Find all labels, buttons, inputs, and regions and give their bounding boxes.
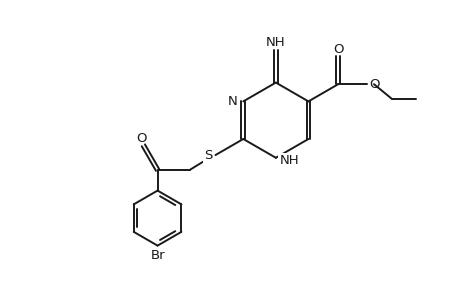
Text: Br: Br — [150, 249, 164, 262]
Text: O: O — [332, 43, 343, 56]
Text: NH: NH — [279, 154, 298, 166]
Text: O: O — [368, 78, 379, 91]
Text: NH: NH — [265, 36, 285, 49]
Text: S: S — [204, 148, 212, 161]
Text: O: O — [135, 132, 146, 146]
Text: N: N — [228, 95, 237, 108]
